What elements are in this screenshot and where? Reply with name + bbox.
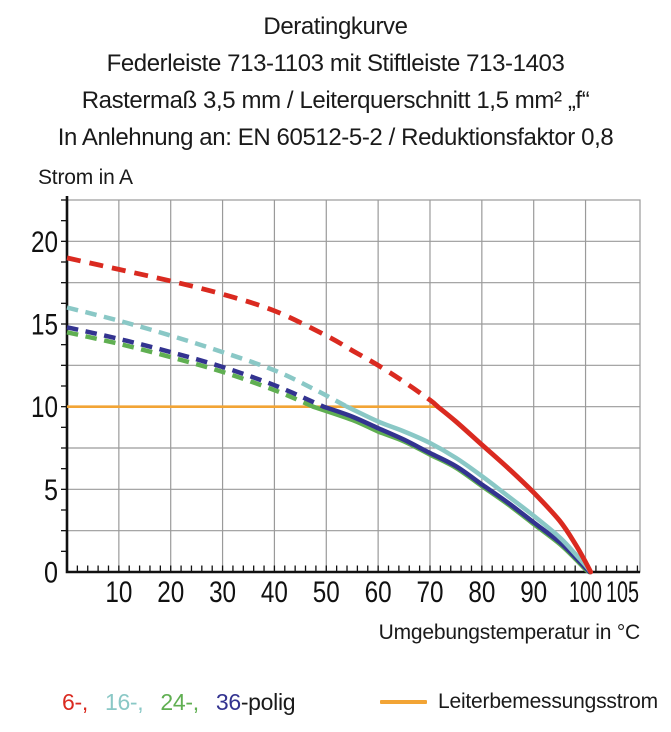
- chart-title-line1: Deratingkurve: [263, 13, 408, 40]
- legend-item-36-number: 36: [215, 688, 241, 715]
- chart-title-line2: Federleiste 713-1103 mit Stiftleiste 713…: [106, 50, 565, 77]
- x-tick-label: 105: [606, 576, 639, 609]
- x-tick-label: 40: [261, 576, 288, 609]
- chart-title-line4: In Anlehnung an: EN 60512-5-2 / Reduktio…: [57, 124, 614, 151]
- x-tick-label: 100: [569, 576, 602, 609]
- legend-polig-suffix: -polig: [240, 688, 296, 715]
- series-solid-6-polig: [435, 404, 594, 575]
- series-dashed-36-polig: [66, 325, 325, 409]
- series-dashed-6-polig: [66, 255, 440, 409]
- legend-rated-current: Leiterbemessungsstrom: [380, 686, 658, 718]
- legend-item-16-polig: 16-,: [104, 688, 144, 715]
- x-tick-label: 70: [416, 576, 443, 609]
- rated-current-line-swatch: [380, 700, 427, 704]
- chart-title-block: Deratingkurve Federleiste 713-1103 mit S…: [0, 8, 671, 156]
- x-tick-label: 90: [520, 576, 547, 609]
- rated-current-label: Leiterbemessungsstrom: [438, 690, 658, 713]
- series-dashed-16-polig: [66, 305, 349, 409]
- x-tick-label: 30: [209, 576, 236, 609]
- series-dashed-24-polig: [66, 330, 315, 409]
- y-tick-label: 15: [31, 309, 58, 342]
- x-tick-label: 80: [468, 576, 495, 609]
- y-tick-label: 0: [44, 557, 58, 590]
- axes: [65, 196, 640, 574]
- y-tick-label: 5: [44, 474, 58, 507]
- y-axis-title: Strom in A: [38, 166, 133, 189]
- legend-poles: 6-, 16-, 24-, 36-polig: [62, 686, 657, 718]
- x-tick-label: 50: [313, 576, 340, 609]
- y-tick-label: 20: [31, 226, 58, 259]
- legend-item-24-polig: 24-,: [160, 688, 199, 715]
- series-solid-16-polig: [344, 404, 593, 575]
- y-tick-label: 10: [31, 391, 58, 424]
- x-tick-label: 20: [157, 576, 184, 609]
- legend-item-6-polig: 6-,: [62, 688, 88, 715]
- legend-item-36-polig: 36-polig: [215, 688, 296, 716]
- x-axis-title: Umgebungstemperatur in °C: [378, 621, 641, 644]
- x-tick-label: 60: [365, 576, 392, 609]
- chart-title-line3: Rastermaß 3,5 mm / Leiterquerschnitt 1,5…: [81, 87, 590, 114]
- x-tick-label: 10: [105, 576, 132, 609]
